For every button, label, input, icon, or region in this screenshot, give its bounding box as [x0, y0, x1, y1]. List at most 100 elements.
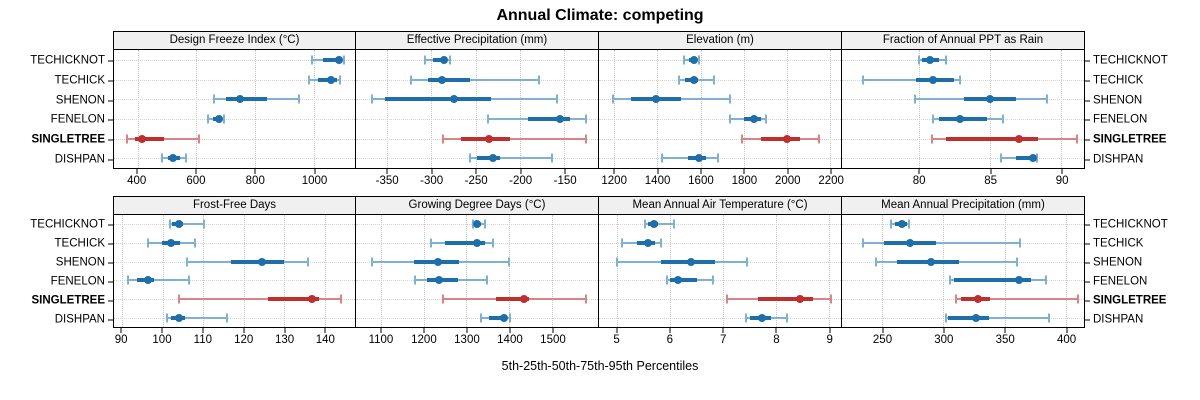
whisker-cap-dishpan	[479, 313, 482, 323]
gridline-vertical	[614, 50, 616, 168]
station-label-techicknot: TECHICKNOT	[30, 218, 105, 231]
median-dot-dishpan	[757, 313, 766, 322]
x-axis-tick	[830, 169, 832, 174]
y-axis-labels-right-inner: TECHICKNOT TECHICK SHENON FENELON SINGLETREE…	[1085, 51, 1200, 170]
gridline-vertical	[431, 50, 433, 168]
y-axis-tick	[108, 262, 113, 264]
median-dot-techicknot	[690, 55, 699, 64]
panel-column-design-freeze-index-c: Design Freeze Index (°C) 400 600 800 1000	[113, 31, 356, 196]
panel-strip-label: Frost-Free Days	[192, 198, 277, 211]
y-axis-tick	[108, 224, 113, 226]
panel-strip-label: Design Freeze Index (°C)	[169, 33, 300, 46]
whisker-cap-techick	[959, 75, 962, 84]
median-dot-techick	[473, 239, 482, 247]
whisker-cap-singletree	[585, 294, 588, 304]
x-axis-tick-label: 250	[872, 334, 893, 346]
whisker-cap-singletree	[441, 294, 444, 304]
gridline-horizontal	[356, 118, 598, 120]
x-axis-tick	[1061, 169, 1063, 174]
whisker-cap-dishpan	[716, 153, 719, 163]
whisker-cap-fenelon	[728, 114, 731, 124]
x-axis-effective-precipitation-mm: -350 -300 -250 -200 -150	[356, 169, 599, 196]
x-axis-tick	[314, 169, 316, 174]
gridline-vertical	[509, 215, 511, 327]
whisker-cap-shenon	[370, 94, 373, 104]
whisker-cap-shenon	[1045, 94, 1048, 104]
whisker-cap-techick	[308, 75, 311, 84]
x-axis-caption: 5th-25th-50th-75th-95th Percentiles	[501, 359, 699, 373]
x-axis-tick-label: 1800	[731, 175, 758, 187]
gridline-horizontal	[599, 59, 841, 61]
median-dot-shenon	[236, 95, 245, 104]
x-axis-tick	[787, 169, 789, 174]
median-dot-shenon	[986, 95, 995, 104]
whisker-line-singletree	[955, 298, 1078, 300]
median-dot-techick	[166, 239, 175, 247]
panel-strip: Design Freeze Index (°C)	[113, 31, 356, 50]
gridline-vertical	[830, 50, 832, 168]
x-axis-tick-label: 1400	[644, 175, 671, 187]
station-label-shenon: SHENON	[55, 256, 105, 269]
panel-strip-label: Mean Annual Air Temperature (°C)	[632, 198, 808, 211]
y-axis-tick	[108, 60, 113, 62]
median-dot-techick	[327, 75, 336, 84]
gridline-horizontal	[114, 79, 355, 81]
x-axis-tick	[520, 169, 522, 174]
whisker-cap-fenelon	[1045, 275, 1048, 285]
median-dot-dishpan	[1028, 154, 1037, 163]
x-axis-growing-degree-days-c: 1100 1200 1300 1400 1500	[356, 328, 599, 350]
whisker-cap-dishpan	[786, 313, 789, 323]
median-dot-singletree	[1014, 134, 1023, 143]
y-axis-labels-left: TECHICKNOT TECHICK SHENON FENELON SINGLETREE…	[0, 31, 113, 170]
quartile-bar-singletree	[761, 136, 800, 141]
panel-column-fraction-of-annual-ppt-as-rain: Fraction of Annual PPT as Rain 80 85 90	[842, 31, 1085, 196]
whisker-line-techicknot	[645, 223, 674, 226]
y-axis-labels-right: TECHICKNOT TECHICK SHENON FENELON SINGLETREE…	[1085, 31, 1200, 170]
median-dot-fenelon	[214, 114, 223, 123]
y-axis-tick	[1085, 60, 1090, 62]
median-dot-techicknot	[649, 220, 658, 229]
station-label-techick: TECHICK	[1093, 74, 1144, 86]
median-dot-shenon	[687, 257, 696, 266]
gridline-vertical	[722, 215, 724, 327]
whisker-cap-dishpan	[745, 313, 747, 323]
gridline-vertical	[313, 50, 315, 168]
x-axis-tick-label: 1400	[497, 334, 523, 346]
panel-strip: Fraction of Annual PPT as Rain	[842, 31, 1085, 50]
whisker-cap-techick	[147, 238, 150, 248]
x-axis-tick	[669, 328, 671, 333]
x-axis-tick-label: 1500	[540, 334, 566, 346]
whisker-cap-singletree	[930, 134, 933, 143]
gridline-horizontal	[114, 138, 355, 140]
whisker-cap-singletree	[177, 294, 180, 304]
whisker-cap-dishpan	[165, 313, 168, 323]
gridline-vertical	[786, 50, 788, 168]
y-axis-tick	[1085, 224, 1090, 226]
station-label-techicknot: TECHICKNOT	[30, 54, 105, 67]
whisker-cap-techicknot	[908, 219, 911, 229]
panel-strip: Elevation (m)	[599, 31, 842, 50]
median-dot-shenon	[433, 257, 442, 266]
x-axis-mean-annual-air-temperature-c: 5 6 7 8 9	[599, 328, 842, 350]
whisker-cap-dishpan	[660, 153, 663, 163]
x-axis-tick	[161, 328, 163, 333]
y-axis-tick	[1085, 319, 1090, 321]
y-axis-tick	[108, 243, 113, 245]
whisker-cap-shenon	[212, 94, 215, 104]
y-axis-tick	[1085, 281, 1090, 283]
gridline-horizontal	[356, 317, 598, 319]
whisker-cap-dishpan	[161, 153, 164, 163]
gridline-horizontal	[842, 158, 1084, 160]
x-axis-tick	[990, 169, 992, 174]
x-axis-tick-label: 7	[719, 334, 727, 346]
median-dot-dishpan	[695, 154, 704, 163]
gridline-horizontal	[114, 158, 355, 160]
whisker-line-techick	[862, 242, 1021, 244]
station-label-dishpan: DISHPAN	[54, 312, 105, 325]
station-label-techick: TECHICK	[54, 74, 105, 86]
panel-strip: Mean Annual Precipitation (mm)	[842, 196, 1085, 215]
whisker-cap-techick	[409, 75, 412, 84]
station-label-dishpan: DISHPAN	[54, 153, 105, 166]
y-axis-tick	[1085, 139, 1090, 141]
gridline-vertical	[324, 215, 326, 327]
